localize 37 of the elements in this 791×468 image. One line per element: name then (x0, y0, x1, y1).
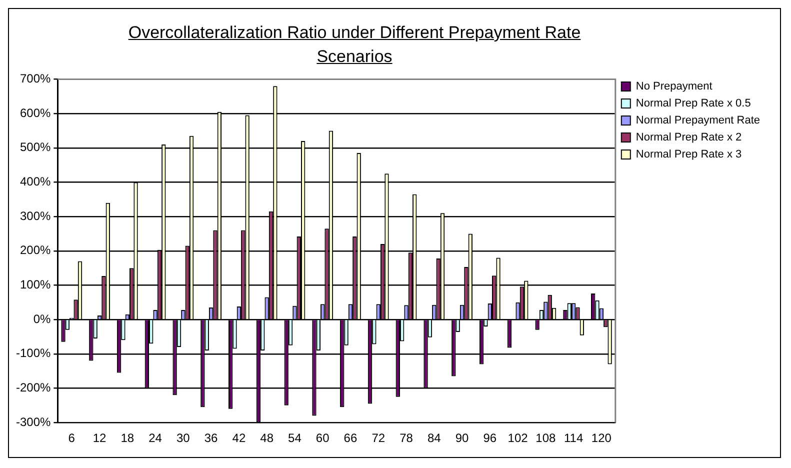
y-tick-label: -100% (16, 346, 52, 360)
chart-title: Overcollateralization Ratio under Different Prepayment Rate Scenarios (127, 22, 582, 68)
x-tick-label: 24 (148, 431, 162, 446)
legend-label: Normal Prep Rate x 3 (636, 148, 742, 161)
y-tick-label: 700% (20, 72, 52, 86)
x-tick-label: 18 (120, 431, 134, 446)
y-tick-label: -300% (16, 414, 52, 429)
y-tick-label: 400% (20, 174, 52, 189)
x-tick-label: 84 (427, 431, 442, 446)
y-tick-label: 600% (20, 106, 52, 120)
y-tick-label: 0% (33, 312, 52, 326)
y-tick-label: 300% (20, 208, 52, 223)
legend-label: Normal Prepayment Rate (636, 114, 760, 127)
y-tick-label: 100% (20, 278, 52, 292)
x-tick-label: 42 (232, 431, 246, 446)
x-tick-label: 66 (344, 431, 358, 446)
x-tick-label: 72 (372, 431, 386, 446)
y-tick-label: -200% (16, 380, 52, 395)
legend-label: Normal Prep Rate x 0.5 (636, 98, 751, 110)
y-tick-label: 200% (20, 243, 52, 258)
x-tick-label: 120 (591, 431, 612, 446)
x-tick-label: 12 (92, 431, 107, 446)
x-tick-label: 6 (68, 431, 76, 446)
x-tick-label: 78 (400, 431, 414, 446)
x-tick-label: 102 (508, 431, 528, 446)
x-tick-label: 54 (288, 431, 302, 446)
x-tick-label: 114 (564, 431, 584, 446)
x-tick-label: 90 (455, 431, 470, 446)
x-tick-label: 108 (536, 431, 556, 446)
legend-label: No Prepayment (636, 80, 712, 93)
legend-label: Normal Prep Rate x 2 (636, 132, 742, 144)
x-tick-label: 36 (204, 431, 218, 446)
x-tick-label: 96 (483, 431, 497, 446)
y-tick-label: 500% (20, 140, 52, 154)
x-tick-label: 60 (316, 431, 330, 446)
x-tick-label: 30 (176, 431, 190, 446)
x-tick-label: 48 (260, 431, 274, 446)
